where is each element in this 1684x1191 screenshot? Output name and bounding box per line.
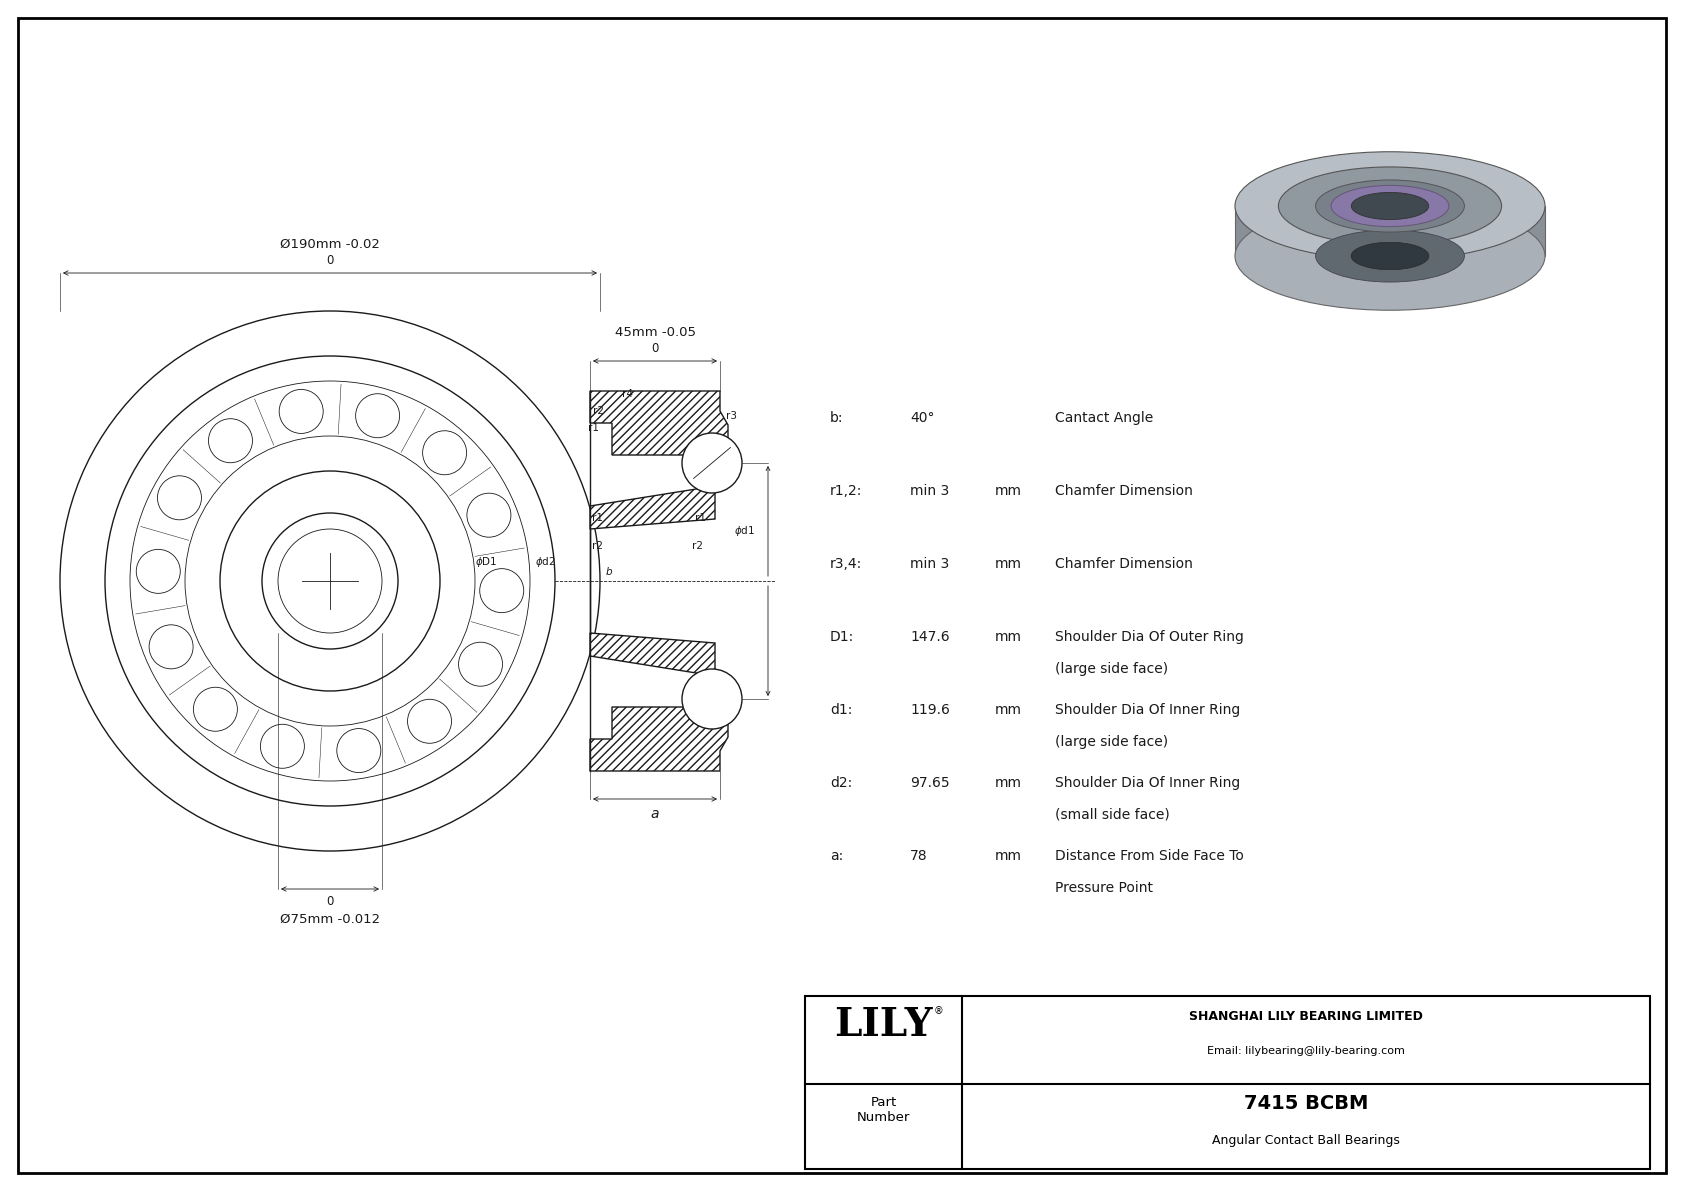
Text: D1:: D1: [830,630,854,644]
Text: Cantact Angle: Cantact Angle [1054,411,1154,425]
Text: r2: r2 [593,406,605,416]
Text: Shoulder Dia Of Inner Ring: Shoulder Dia Of Inner Ring [1054,703,1239,717]
Text: r1: r1 [593,513,603,523]
Text: (large side face): (large side face) [1054,735,1169,749]
Text: Distance From Side Face To: Distance From Side Face To [1054,849,1244,863]
Text: r1: r1 [695,513,706,523]
Text: mm: mm [995,557,1022,570]
Polygon shape [589,391,727,455]
Text: (large side face): (large side face) [1054,662,1169,676]
Text: 78: 78 [909,849,928,863]
Ellipse shape [1278,167,1502,245]
Text: r1: r1 [588,423,600,434]
Text: 119.6: 119.6 [909,703,950,717]
Text: min 3: min 3 [909,484,950,498]
Text: Ø75mm -0.012: Ø75mm -0.012 [280,913,381,925]
Ellipse shape [1351,193,1428,219]
Text: d2:: d2: [830,777,852,790]
Text: b:: b: [830,411,844,425]
Text: r1,2:: r1,2: [830,484,862,498]
Text: min 3: min 3 [909,557,950,570]
Ellipse shape [1351,243,1428,269]
Text: mm: mm [995,777,1022,790]
Text: $\phi$d1: $\phi$d1 [734,524,754,538]
Text: LILY: LILY [834,1006,933,1045]
Text: Ø190mm -0.02: Ø190mm -0.02 [280,238,381,251]
Ellipse shape [1315,180,1465,232]
Ellipse shape [1330,186,1448,226]
Text: 147.6: 147.6 [909,630,950,644]
Text: 0: 0 [327,254,333,267]
Text: Pressure Point: Pressure Point [1054,881,1154,894]
Ellipse shape [1234,151,1544,261]
Circle shape [682,669,743,729]
Polygon shape [589,632,716,676]
Text: Shoulder Dia Of Inner Ring: Shoulder Dia Of Inner Ring [1054,777,1239,790]
Text: ®: ® [933,1006,943,1016]
Polygon shape [589,486,716,529]
Text: 7415 BCBM: 7415 BCBM [1244,1095,1367,1114]
Ellipse shape [1234,201,1544,310]
Text: mm: mm [995,484,1022,498]
Text: Shoulder Dia Of Outer Ring: Shoulder Dia Of Outer Ring [1054,630,1244,644]
Text: r3: r3 [726,411,738,420]
Text: $\phi$D1: $\phi$D1 [475,555,497,569]
Text: Part
Number: Part Number [857,1096,909,1124]
Text: (small side face): (small side face) [1054,807,1170,822]
Text: Angular Contact Ball Bearings: Angular Contact Ball Bearings [1212,1134,1399,1147]
Text: mm: mm [995,703,1022,717]
Text: b: b [606,567,613,576]
Text: 0: 0 [652,342,658,355]
Text: Email: lilybearing@lily-bearing.com: Email: lilybearing@lily-bearing.com [1207,1046,1404,1056]
Ellipse shape [1315,230,1465,282]
Text: a: a [650,807,658,821]
Text: r2: r2 [692,541,702,551]
Text: 40°: 40° [909,411,935,425]
Text: 97.65: 97.65 [909,777,950,790]
Text: SHANGHAI LILY BEARING LIMITED: SHANGHAI LILY BEARING LIMITED [1189,1010,1423,1023]
Polygon shape [589,707,727,771]
Text: mm: mm [995,630,1022,644]
Text: mm: mm [995,849,1022,863]
Text: d1:: d1: [830,703,852,717]
Text: a:: a: [830,849,844,863]
Text: r2: r2 [593,541,603,551]
Text: r3,4:: r3,4: [830,557,862,570]
Text: 45mm -0.05: 45mm -0.05 [615,326,695,339]
Text: Chamfer Dimension: Chamfer Dimension [1054,484,1192,498]
Ellipse shape [1351,243,1428,269]
Circle shape [682,434,743,493]
Text: $\phi$d2: $\phi$d2 [536,555,556,569]
Text: 0: 0 [327,894,333,908]
Text: Chamfer Dimension: Chamfer Dimension [1054,557,1192,570]
Polygon shape [1234,206,1544,256]
Text: r4: r4 [621,389,633,399]
